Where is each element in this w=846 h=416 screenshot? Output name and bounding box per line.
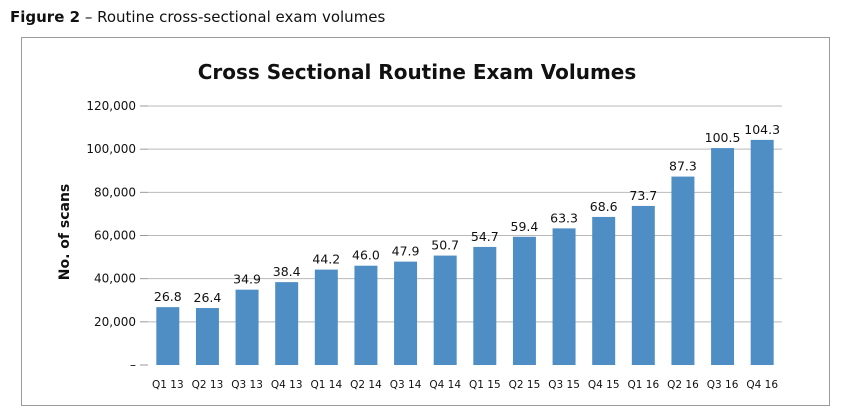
data-label: 73.7 <box>629 188 657 203</box>
figure-number: Figure 2 <box>10 8 81 26</box>
data-label: 26.4 <box>194 290 222 305</box>
x-tick-label: Q1 14 <box>310 379 342 391</box>
y-axis-label: No. of scans <box>57 184 73 281</box>
x-tick-label: Q1 15 <box>469 379 501 391</box>
data-label: 26.8 <box>154 289 182 304</box>
bar <box>195 308 219 365</box>
data-label: 50.7 <box>431 238 459 253</box>
data-label: 47.9 <box>392 244 420 259</box>
chart-frame: Cross Sectional Routine Exam Volumes No.… <box>21 37 830 406</box>
y-tick-label: 60,000 <box>94 229 136 243</box>
x-tick-label: Q4 16 <box>746 379 778 391</box>
chart-title: Cross Sectional Routine Exam Volumes <box>198 60 637 84</box>
bar <box>433 255 457 365</box>
data-label: 68.6 <box>590 199 618 214</box>
x-tick-label: Q4 13 <box>271 379 303 391</box>
bar-chart: Cross Sectional Routine Exam Volumes No.… <box>57 60 782 391</box>
figure-caption: Figure 2 – Routine cross-sectional exam … <box>10 8 385 26</box>
data-label: 44.2 <box>312 252 340 267</box>
data-label: 34.9 <box>233 272 261 287</box>
x-tick-label: Q3 14 <box>390 379 422 391</box>
data-label: 54.7 <box>471 229 499 244</box>
bar <box>275 282 299 365</box>
data-label: 46.0 <box>352 248 380 263</box>
x-tick-label: Q2 14 <box>350 379 382 391</box>
bar <box>156 307 180 365</box>
bar <box>473 246 497 365</box>
y-tick-label: 80,000 <box>94 185 136 199</box>
caption-text: Routine cross-sectional exam volumes <box>97 8 386 26</box>
bar <box>750 139 774 365</box>
y-tick-label: 120,000 <box>86 99 136 113</box>
bar <box>671 176 695 365</box>
x-tick-label: Q3 16 <box>707 379 739 391</box>
caption-separator: – <box>84 8 93 26</box>
bar <box>711 148 735 365</box>
data-label: 87.3 <box>669 159 697 174</box>
x-tick-label: Q1 16 <box>627 379 659 391</box>
data-label: 104.3 <box>744 122 780 137</box>
bar <box>552 228 576 365</box>
y-tick-label: 100,000 <box>86 142 136 156</box>
x-tick-label: Q1 13 <box>152 379 184 391</box>
bar <box>394 261 418 365</box>
data-label: 100.5 <box>705 130 741 145</box>
bar <box>354 265 378 365</box>
bar <box>512 236 536 365</box>
y-tick-label: 20,000 <box>94 315 136 329</box>
y-tick-label: 40,000 <box>94 272 136 286</box>
bar <box>631 205 655 365</box>
bar <box>235 289 259 365</box>
x-tick-label: Q3 13 <box>231 379 263 391</box>
x-tick-label: Q4 15 <box>588 379 620 391</box>
y-tick-label: – <box>130 358 136 372</box>
x-tick-label: Q2 13 <box>192 379 224 391</box>
bar <box>314 269 338 365</box>
x-tick-label: Q3 15 <box>548 379 580 391</box>
data-label: 59.4 <box>511 219 539 234</box>
data-label: 63.3 <box>550 210 578 225</box>
x-tick-label: Q2 16 <box>667 379 699 391</box>
x-tick-label: Q4 14 <box>429 379 461 391</box>
bar <box>592 216 616 365</box>
data-label: 38.4 <box>273 264 301 279</box>
x-tick-label: Q2 15 <box>509 379 541 391</box>
